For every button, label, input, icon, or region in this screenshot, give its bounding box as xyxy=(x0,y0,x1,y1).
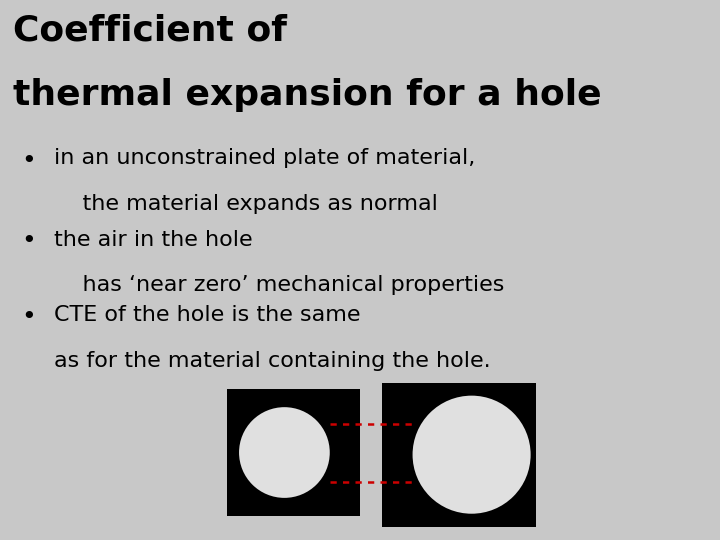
Text: the air in the hole: the air in the hole xyxy=(54,230,253,249)
Text: thermal expansion for a hole: thermal expansion for a hole xyxy=(13,78,602,112)
Text: •: • xyxy=(22,148,36,172)
Text: CTE of the hole is the same: CTE of the hole is the same xyxy=(54,305,361,325)
Text: as for the material containing the hole.: as for the material containing the hole. xyxy=(54,351,490,371)
Ellipse shape xyxy=(239,407,330,498)
Bar xyxy=(227,389,360,516)
Text: in an unconstrained plate of material,: in an unconstrained plate of material, xyxy=(54,148,475,168)
Text: •: • xyxy=(22,305,36,329)
Text: Coefficient of: Coefficient of xyxy=(13,14,287,48)
Ellipse shape xyxy=(413,396,531,514)
Text: the material expands as normal: the material expands as normal xyxy=(54,194,438,214)
Text: •: • xyxy=(22,230,36,253)
Bar xyxy=(382,383,536,526)
Text: has ‘near zero’ mechanical properties: has ‘near zero’ mechanical properties xyxy=(54,275,505,295)
